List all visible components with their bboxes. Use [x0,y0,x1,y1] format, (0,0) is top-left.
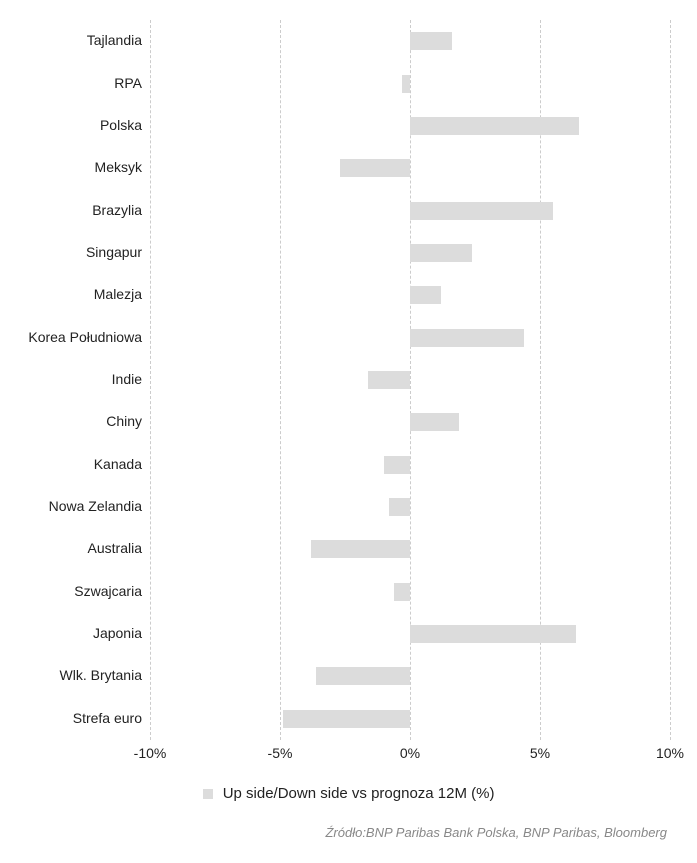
category-label: Japonia [2,625,142,641]
category-label: Chiny [2,413,142,429]
category-label: Singapur [2,244,142,260]
bar [340,159,410,177]
bar [410,625,576,643]
legend-label: Up side/Down side vs prognoza 12M (%) [223,785,495,802]
bar [316,667,410,685]
x-tick-label: 0% [400,745,420,761]
category-label: RPA [2,75,142,91]
bar [410,413,459,431]
category-label: Polska [2,117,142,133]
bar [410,32,452,50]
category-label: Indie [2,371,142,387]
bar [384,456,410,474]
category-label: Brazylia [2,202,142,218]
legend: Up side/Down side vs prognoza 12M (%) [0,785,697,802]
category-label: Tajlandia [2,32,142,48]
category-label: Australia [2,540,142,556]
source-text: Źródło:BNP Paribas Bank Polska, BNP Pari… [325,825,667,840]
bar [410,244,472,262]
legend-swatch [203,789,213,799]
gridline [280,20,281,740]
gridline [150,20,151,740]
category-label: Szwajcaria [2,583,142,599]
x-tick-label: -5% [268,745,293,761]
x-tick-label: -10% [134,745,167,761]
category-label: Korea Południowa [2,329,142,345]
bar [410,329,524,347]
bar [283,710,410,728]
category-label: Strefa euro [2,710,142,726]
bar [410,202,553,220]
gridline [670,20,671,740]
bar [311,540,410,558]
category-label: Meksyk [2,159,142,175]
chart-container: Tajlandia RPA Polska Meksyk Brazylia Singapur… [0,0,697,863]
bar [368,371,410,389]
category-label: Wlk. Brytania [2,667,142,683]
category-label: Nowa Zelandia [2,498,142,514]
bar [402,75,410,93]
bar [389,498,410,516]
x-tick-label: 5% [530,745,550,761]
category-label: Kanada [2,456,142,472]
bar [394,583,410,601]
bar [410,286,441,304]
bar [410,117,579,135]
category-label: Malezja [2,286,142,302]
plot-area [150,20,670,740]
x-tick-label: 10% [656,745,684,761]
